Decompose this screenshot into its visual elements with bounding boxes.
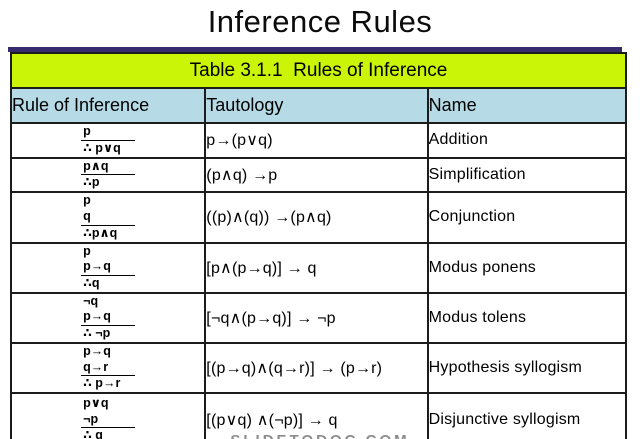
- rule-block: ¬q p→q ∴ ¬p: [81, 293, 136, 341]
- premise-line: ¬p: [83, 411, 99, 426]
- conclusion-line: ∴ ¬p: [81, 325, 136, 341]
- name-cell: Conjunction: [426, 191, 628, 244]
- conclusion-line: ∴p: [81, 174, 136, 190]
- premise-line: p: [83, 193, 91, 208]
- tautology-cell: [(p∨q) ∧(¬p)] → q: [204, 392, 429, 439]
- rule-block: p ∴ p∨q: [81, 124, 136, 156]
- rule-cell: p→q q→r ∴ p→r: [9, 341, 207, 395]
- table-top-accent: [8, 47, 622, 52]
- conclusion-line: ∴p∧q: [81, 224, 136, 241]
- name-cell: Disjunctive syllogism: [426, 392, 628, 439]
- conclusion-line: ∴q: [81, 274, 136, 291]
- name-cell: Modus ponens: [426, 241, 628, 294]
- inference-table: Table 3.1.1 Rules of Inference Rule of I…: [9, 52, 628, 439]
- name-cell: Hypothesis syllogism: [426, 341, 628, 395]
- premise-line: p∨q: [83, 396, 109, 411]
- table-row: p p→q ∴q [p∧(p→q)] → q Modus ponens: [9, 241, 628, 294]
- rule-block: p p→q ∴q: [81, 243, 136, 291]
- premise-line: p: [83, 124, 91, 138]
- rule-block: p∨q ¬p ∴ q: [81, 396, 136, 439]
- tautology-cell: (p∧q) →p: [204, 156, 429, 194]
- tautology-cell: [¬q∧(p→q)] → ¬p: [204, 291, 429, 345]
- table-row: p∧q ∴p (p∧q) →p Simplification: [9, 156, 628, 194]
- table-row: p→q q→r ∴ p→r [(p→q)∧(q→r)] → (p→r) Hypo…: [9, 341, 628, 395]
- premise-line: ¬q: [83, 293, 99, 308]
- table-header-row: Rule of Inference Tautology Name: [9, 87, 628, 124]
- rule-cell: p ∴ p∨q: [9, 122, 207, 159]
- rule-block: p→q q→r ∴ p→r: [81, 344, 136, 391]
- rule-block: p∧q ∴p: [81, 158, 136, 191]
- column-header-name: Name: [426, 87, 628, 124]
- watermark-text: SLIDETODOC.COM: [0, 432, 640, 439]
- rule-cell: p q ∴p∧q: [9, 191, 207, 244]
- conclusion-line: ∴ p∨q: [81, 139, 136, 156]
- table-row: p ∴ p∨q p→(p∨q) Addition: [9, 122, 628, 159]
- premise-line: p→q: [83, 309, 111, 324]
- table-row: ¬q p→q ∴ ¬p [¬q∧(p→q)] → ¬p Modus tolens: [9, 291, 628, 345]
- rule-cell: p∧q ∴p: [9, 156, 207, 194]
- premise-line: p→q: [83, 259, 111, 274]
- rule-block: p q ∴p∧q: [81, 193, 136, 241]
- table-caption-row: Table 3.1.1 Rules of Inference: [10, 52, 627, 89]
- table-row: p q ∴p∧q ((p)∧(q)) →(p∧q) Conjunction: [9, 191, 628, 244]
- premise-line: q→r: [83, 359, 109, 374]
- tautology-cell: ((p)∧(q)) →(p∧q): [204, 191, 429, 244]
- premise-line: p→q: [83, 344, 111, 358]
- column-header-rule: Rule of Inference: [9, 87, 207, 124]
- premise-line: p: [83, 243, 91, 258]
- conclusion-line: ∴ p→r: [81, 375, 136, 391]
- table-row: p∨q ¬p ∴ q [(p∨q) ∧(¬p)] → q Disjunctive…: [9, 392, 628, 439]
- name-cell: Modus tolens: [426, 291, 628, 345]
- rule-cell: p∨q ¬p ∴ q: [9, 392, 207, 439]
- conclusion-line: ∴ q: [81, 427, 136, 439]
- premise-line: q: [83, 208, 91, 223]
- tautology-cell: [p∧(p→q)] → q: [204, 241, 429, 294]
- rule-cell: ¬q p→q ∴ ¬p: [9, 291, 207, 345]
- tautology-cell: [(p→q)∧(q→r)] → (p→r): [204, 341, 429, 395]
- column-header-tautology: Tautology: [204, 87, 429, 124]
- page-title: Inference Rules: [207, 4, 433, 39]
- premise-line: p∧q: [83, 158, 109, 173]
- tautology-cell: p→(p∨q): [204, 122, 429, 159]
- table-caption: Table 3.1.1 Rules of Inference: [10, 52, 627, 89]
- name-cell: Simplification: [426, 156, 628, 194]
- name-cell: Addition: [426, 122, 628, 159]
- rule-cell: p p→q ∴q: [9, 241, 207, 294]
